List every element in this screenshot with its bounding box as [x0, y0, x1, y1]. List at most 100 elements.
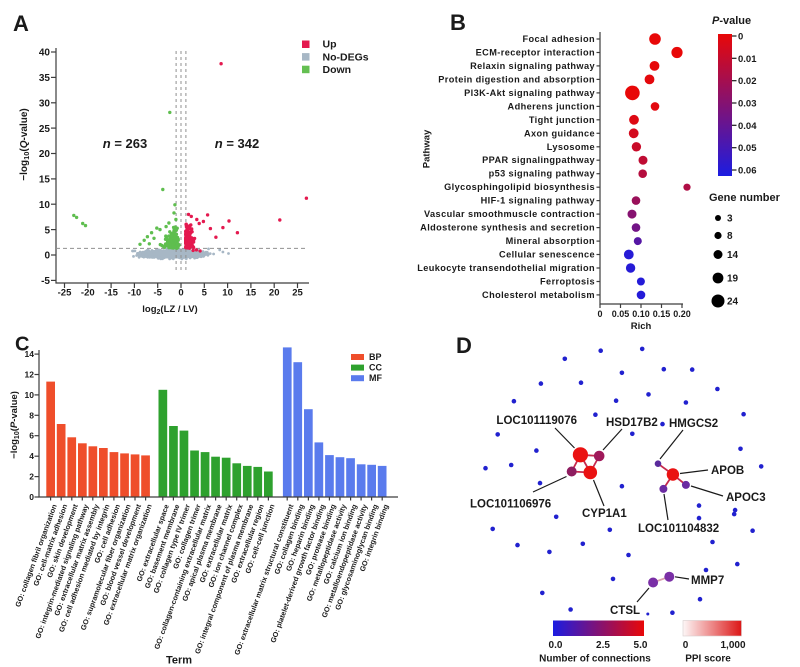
svg-text:25: 25: [39, 124, 51, 135]
svg-text:0: 0: [178, 288, 183, 299]
svg-text:Tight junction: Tight junction: [529, 115, 595, 125]
svg-text:P-value: P-value: [712, 15, 751, 27]
svg-text:−log10(Q-value): −log10(Q-value): [19, 108, 31, 181]
svg-text:MMP7: MMP7: [691, 575, 724, 587]
svg-text:40: 40: [39, 48, 51, 59]
svg-text:HIF-1 signaling pathway: HIF-1 signaling pathway: [481, 196, 596, 206]
svg-text:log2(LZ / LV): log2(LZ / LV): [142, 304, 197, 316]
svg-text:Axon guidance: Axon guidance: [524, 128, 595, 138]
svg-text:3: 3: [727, 214, 733, 225]
svg-text:15: 15: [246, 288, 257, 299]
svg-text:LOC101106976: LOC101106976: [470, 499, 551, 511]
svg-text:5: 5: [202, 288, 208, 299]
svg-text:Gene number: Gene number: [709, 192, 781, 204]
svg-text:12: 12: [25, 370, 35, 380]
svg-text:4: 4: [29, 451, 34, 461]
svg-text:Relaxin signaling pathway: Relaxin signaling pathway: [470, 61, 595, 71]
svg-text:5: 5: [44, 225, 50, 236]
svg-text:−log10(P-value): −log10(P-value): [9, 391, 21, 459]
svg-text:0.06: 0.06: [738, 166, 757, 177]
svg-text:-5: -5: [153, 288, 162, 299]
svg-text:0: 0: [597, 309, 602, 319]
svg-text:10: 10: [25, 390, 35, 400]
svg-text:Aldosterone synthesis and secr: Aldosterone synthesis and secretion: [420, 223, 595, 233]
svg-text:0.05: 0.05: [738, 143, 757, 154]
svg-text:ECM-receptor interaction: ECM-receptor interaction: [476, 48, 595, 58]
svg-text:Rich: Rich: [631, 321, 652, 332]
svg-text:Leukocyte transendothelial mig: Leukocyte transendothelial migration: [417, 263, 595, 273]
svg-text:Term: Term: [166, 655, 192, 667]
svg-text:0.01: 0.01: [738, 54, 757, 65]
svg-text:6: 6: [29, 431, 34, 441]
svg-text:8: 8: [727, 231, 733, 242]
svg-text:HSD17B2: HSD17B2: [606, 417, 658, 429]
svg-text:CYP1A1: CYP1A1: [582, 508, 627, 520]
svg-text:B: B: [450, 10, 466, 35]
svg-text:-10: -10: [128, 288, 142, 299]
svg-text:0.05: 0.05: [612, 309, 630, 319]
svg-text:1,000: 1,000: [720, 640, 745, 651]
svg-text:n = 342: n = 342: [215, 136, 259, 151]
svg-text:APOC3: APOC3: [726, 492, 766, 504]
svg-text:10: 10: [222, 288, 233, 299]
svg-text:0.10: 0.10: [632, 309, 650, 319]
svg-text:Ferroptosis: Ferroptosis: [540, 277, 595, 287]
svg-text:8: 8: [29, 410, 34, 420]
svg-text:0.02: 0.02: [738, 76, 757, 87]
svg-text:No-DEGs: No-DEGs: [323, 51, 369, 63]
svg-text:0.20: 0.20: [673, 309, 691, 319]
svg-text:Focal adhesion: Focal adhesion: [523, 34, 595, 44]
svg-text:BP: BP: [369, 352, 382, 362]
svg-text:35: 35: [39, 73, 51, 84]
svg-text:HMGCS2: HMGCS2: [669, 418, 718, 430]
svg-text:19: 19: [727, 274, 739, 285]
svg-text:Protein digestion and absorpti: Protein digestion and absorption: [438, 74, 595, 84]
svg-text:Pl3K-Akt signaling pathway: Pl3K-Akt signaling pathway: [464, 88, 595, 98]
svg-text:CTSL: CTSL: [610, 605, 640, 617]
svg-text:0: 0: [44, 251, 50, 262]
svg-text:n = 263: n = 263: [103, 136, 147, 151]
svg-text:0: 0: [683, 640, 689, 651]
svg-text:5.0: 5.0: [634, 640, 648, 651]
svg-text:0.0: 0.0: [549, 640, 563, 651]
svg-text:10: 10: [39, 200, 51, 211]
svg-text:A: A: [13, 11, 29, 36]
svg-text:0: 0: [738, 32, 743, 43]
svg-text:-15: -15: [104, 288, 118, 299]
svg-text:Mineral absorption: Mineral absorption: [506, 236, 595, 246]
svg-text:0.03: 0.03: [738, 99, 757, 110]
svg-text:PPAR signalingpathway: PPAR signalingpathway: [482, 155, 595, 165]
svg-text:Lysosome: Lysosome: [547, 142, 595, 152]
svg-text:p53 signaling pathway: p53 signaling pathway: [489, 169, 596, 179]
svg-text:0: 0: [29, 492, 34, 502]
svg-text:C: C: [15, 334, 29, 356]
svg-text:20: 20: [269, 288, 280, 299]
svg-text:-20: -20: [81, 288, 95, 299]
svg-text:0.04: 0.04: [738, 121, 757, 132]
svg-text:Vascular smoothmuscle contract: Vascular smoothmuscle contraction: [424, 209, 595, 219]
svg-text:30: 30: [39, 99, 51, 110]
svg-text:Up: Up: [323, 39, 337, 51]
svg-text:24: 24: [727, 297, 739, 308]
svg-text:APOB: APOB: [711, 465, 744, 477]
svg-text:25: 25: [292, 288, 303, 299]
svg-text:Glycosphingolipid biosynthesis: Glycosphingolipid biosynthesis: [444, 182, 595, 192]
svg-text:PPI score: PPI score: [685, 654, 731, 665]
svg-text:14: 14: [25, 349, 35, 359]
svg-text:Pathway: Pathway: [422, 129, 433, 168]
svg-text:LOC101104832: LOC101104832: [638, 523, 719, 535]
svg-text:15: 15: [39, 175, 51, 186]
svg-text:D: D: [456, 333, 472, 358]
svg-text:2: 2: [29, 472, 34, 482]
svg-text:CC: CC: [369, 363, 382, 373]
svg-text:Cholesterol metabolism: Cholesterol metabolism: [482, 290, 595, 300]
svg-text:0.15: 0.15: [653, 309, 671, 319]
svg-text:Cellular senescence: Cellular senescence: [499, 250, 595, 260]
svg-text:Down: Down: [323, 64, 352, 76]
svg-text:14: 14: [727, 250, 739, 261]
svg-text:2.5: 2.5: [596, 640, 610, 651]
svg-text:Number of connections: Number of connections: [539, 654, 651, 665]
svg-text:MF: MF: [369, 373, 382, 383]
svg-text:LOC101119076: LOC101119076: [496, 415, 577, 427]
svg-text:-25: -25: [58, 288, 72, 299]
